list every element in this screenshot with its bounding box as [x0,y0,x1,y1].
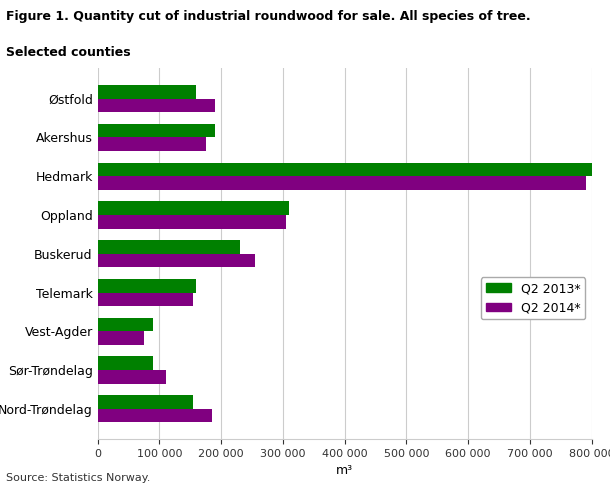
Bar [98,356,153,370]
Legend: Q2 2013*, Q2 2014*: Q2 2013*, Q2 2014* [481,277,586,319]
Bar [98,292,193,306]
Bar [98,279,196,292]
Bar [98,395,193,409]
Bar [98,318,153,331]
Text: Selected counties: Selected counties [6,46,131,60]
Text: Source: Statistics Norway.: Source: Statistics Norway. [6,473,151,483]
Bar [98,331,144,345]
Bar [98,254,255,267]
Bar [98,409,212,422]
Bar [98,176,586,190]
Bar [98,370,165,384]
Bar [98,124,215,138]
Bar [98,215,286,228]
Bar [98,163,598,176]
Text: Figure 1. Quantity cut of industrial roundwood for sale. All species of tree.: Figure 1. Quantity cut of industrial rou… [6,10,531,23]
Bar [98,138,206,151]
X-axis label: m³: m³ [336,465,353,477]
Bar [98,202,289,215]
Bar [98,85,196,99]
Bar [98,240,240,254]
Bar [98,99,215,112]
